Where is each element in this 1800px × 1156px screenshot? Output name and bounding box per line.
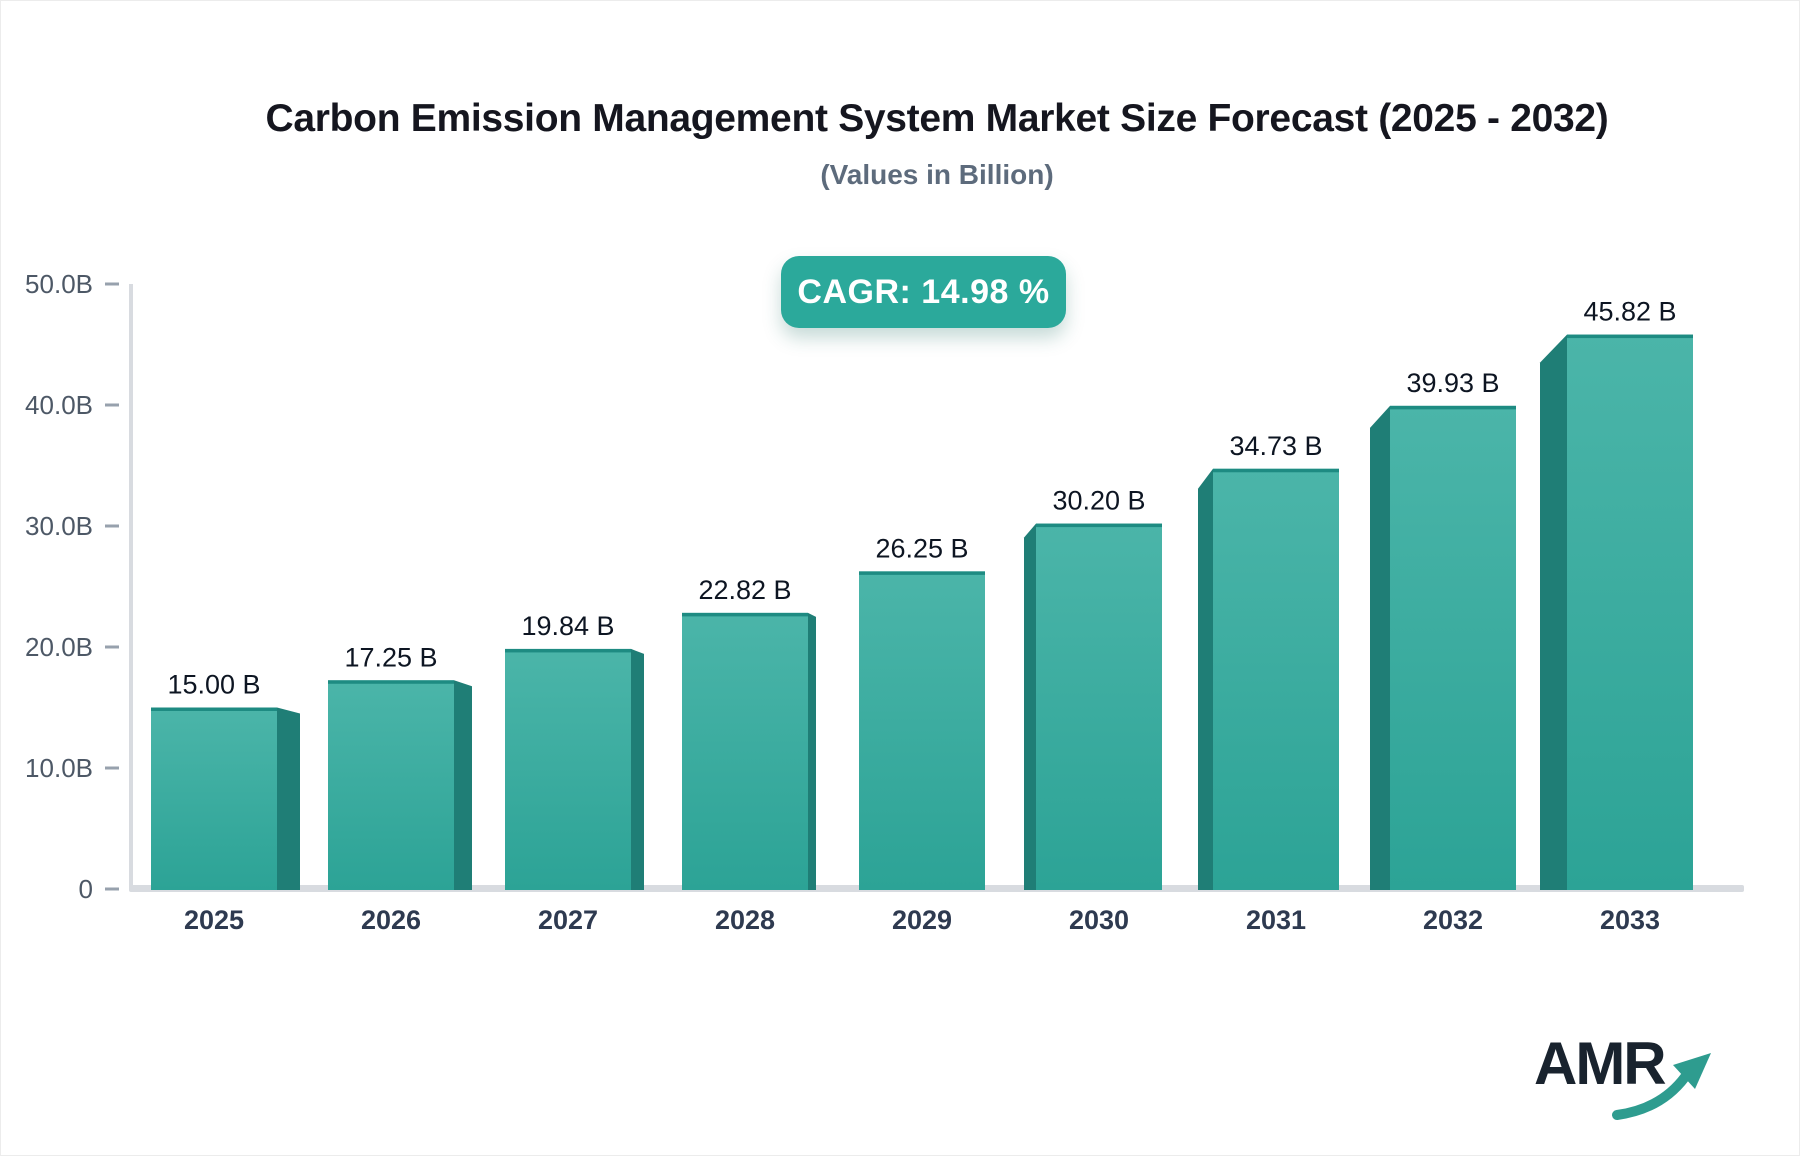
bar-side-face-2032: [1370, 405, 1390, 890]
bar-value-label-2031: 34.73 B: [1229, 431, 1322, 461]
bar-2026: [328, 680, 454, 890]
x-axis-label-2029: 2029: [892, 905, 952, 935]
bar-2033: [1567, 334, 1693, 890]
bar-side-face-2031: [1198, 468, 1213, 890]
bar-side-face-2028: [808, 612, 816, 890]
x-axis-label-2025: 2025: [184, 905, 244, 935]
bar-top-edge-2029: [859, 571, 985, 575]
amr-logo-text: AMR: [1534, 1030, 1667, 1097]
y-axis-line: [129, 284, 133, 889]
bar-value-label-2033: 45.82 B: [1583, 297, 1676, 327]
y-axis-label-40: 40.0B: [25, 390, 93, 420]
y-axis-label-20: 20.0B: [25, 632, 93, 662]
y-axis-label-30: 30.0B: [25, 511, 93, 541]
bar-top-edge-2026: [328, 680, 454, 684]
logo-growth-arrow-icon: [1612, 1053, 1711, 1120]
y-axis-label-10: 10.0B: [25, 753, 93, 783]
cagr-badge-label: CAGR: 14.98 %: [797, 272, 1050, 311]
bar-value-label-2027: 19.84 B: [521, 611, 614, 641]
bar-value-label-2032: 39.93 B: [1406, 368, 1499, 398]
bar-side-face-2033: [1540, 334, 1567, 890]
x-axis-label-2032: 2032: [1423, 905, 1483, 935]
bar-value-label-2026: 17.25 B: [344, 642, 437, 672]
y-axis-label-50: 50.0B: [25, 269, 93, 299]
bar-2032: [1390, 405, 1516, 890]
bar-side-face-2030: [1024, 523, 1036, 890]
bar-top-edge-2032: [1390, 405, 1516, 410]
amr-logo: AMR: [1534, 1033, 1714, 1123]
bar-top-edge-2025: [151, 707, 277, 711]
chart-title: Carbon Emission Management System Market…: [265, 97, 1609, 140]
bar-value-label-2030: 30.20 B: [1052, 486, 1145, 516]
x-axis-label-2026: 2026: [361, 905, 421, 935]
bar-2028: [682, 612, 808, 890]
bar-top-edge-2028: [682, 612, 808, 617]
x-axis-label-2031: 2031: [1246, 905, 1306, 935]
chart-subtitle: (Values in Billion): [820, 159, 1054, 190]
bar-value-label-2025: 15.00 B: [167, 670, 260, 700]
x-axis-label-2028: 2028: [715, 905, 775, 935]
x-axis-label-2030: 2030: [1069, 905, 1129, 935]
bar-top-edge-2030: [1036, 523, 1162, 528]
bar-top-edge-2027: [505, 648, 631, 653]
bar-side-face-2026: [454, 680, 472, 890]
bar-2031: [1213, 468, 1339, 890]
x-axis-label-2033: 2033: [1600, 905, 1660, 935]
bar-value-label-2029: 26.25 B: [875, 533, 968, 563]
bar-2029: [859, 571, 985, 890]
y-axis-label-0: 0: [79, 874, 93, 904]
bar-side-face-2027: [631, 648, 644, 890]
x-axis-label-2027: 2027: [538, 905, 598, 935]
bar-2027: [505, 648, 631, 890]
bar-2030: [1036, 523, 1162, 890]
bar-top-edge-2033: [1567, 334, 1693, 339]
bar-side-face-2025: [277, 707, 300, 890]
bar-top-edge-2031: [1213, 468, 1339, 473]
bar-2025: [151, 707, 277, 890]
cagr-badge: CAGR: 14.98 %: [781, 256, 1066, 328]
bar-value-label-2028: 22.82 B: [698, 575, 791, 605]
chart-header: Carbon Emission Management System Market…: [131, 97, 1743, 191]
